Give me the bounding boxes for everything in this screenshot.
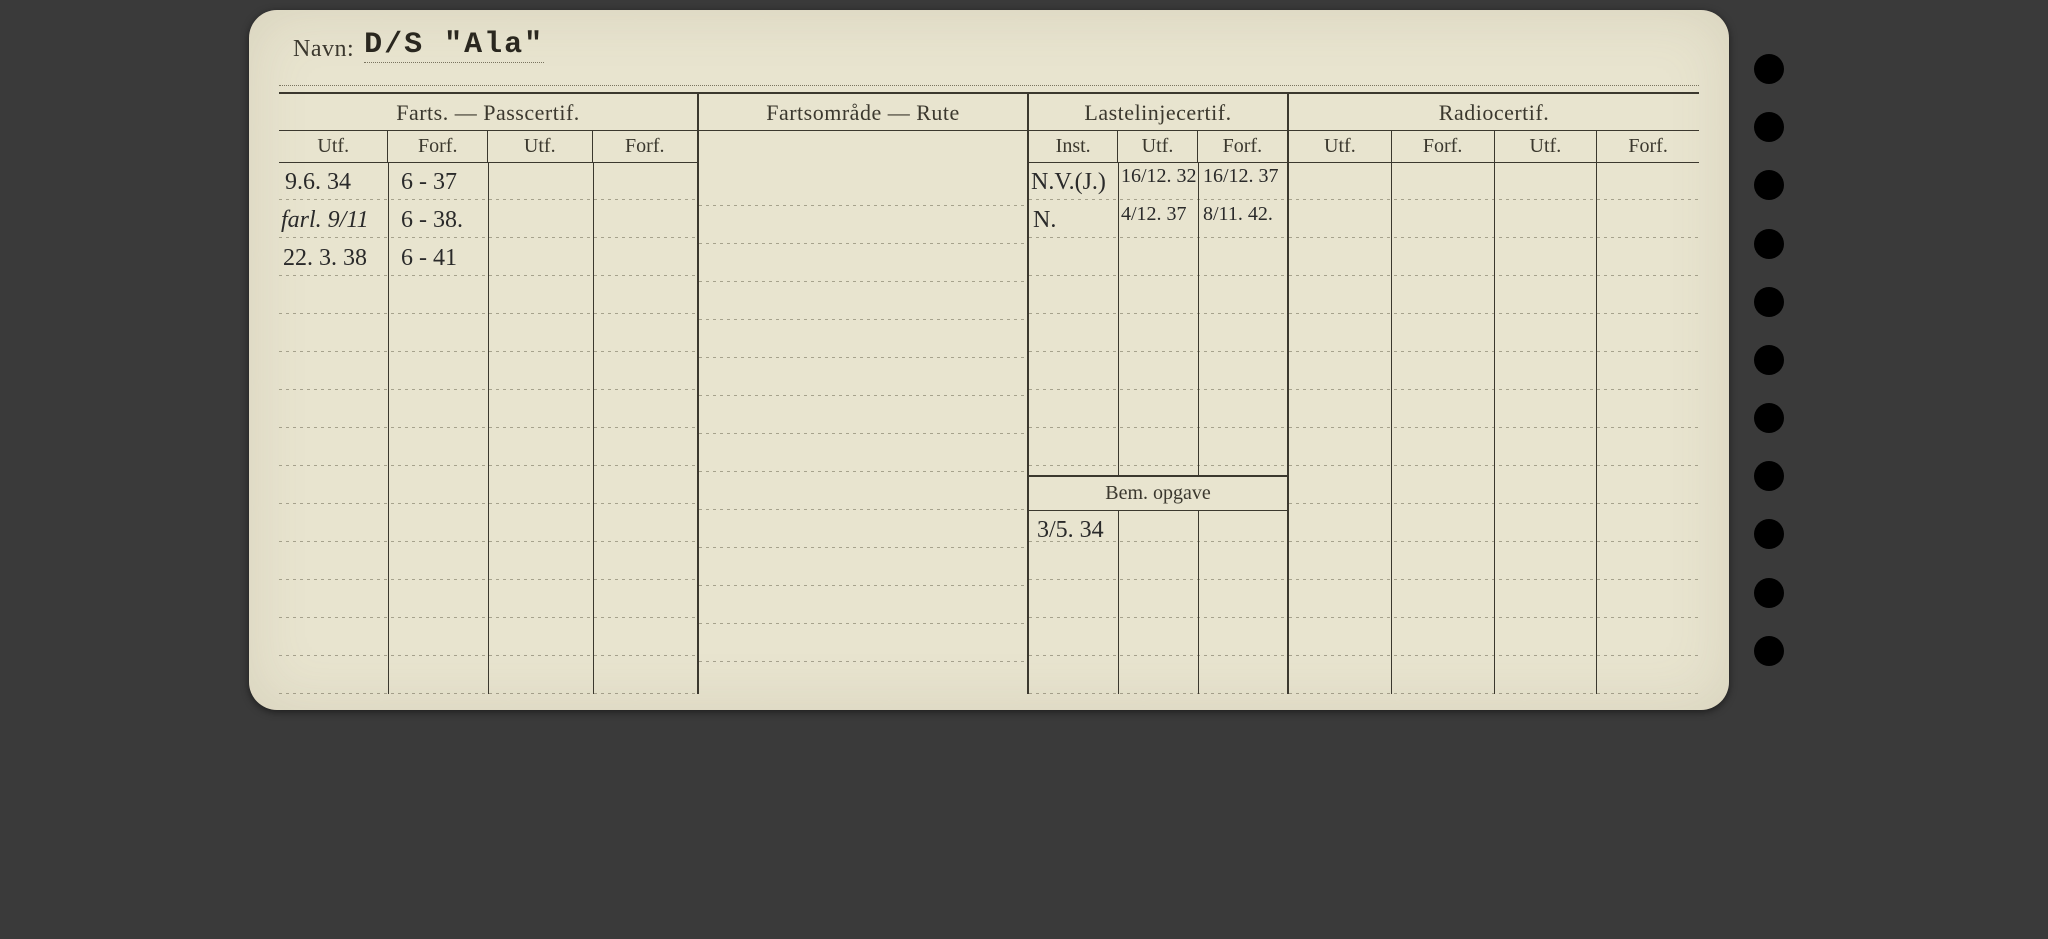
binder-holes	[1739, 10, 1799, 710]
laste-title: Lastelinjecertif.	[1029, 94, 1287, 131]
col-inst: Inst.	[1029, 131, 1118, 162]
col-forf: Forf.	[1392, 131, 1495, 162]
cell: 9.6. 34	[285, 169, 351, 196]
col-forf: Forf.	[388, 131, 488, 162]
section-rute: Fartsområde — Rute	[699, 94, 1029, 694]
hole-icon	[1754, 519, 1784, 549]
hole-icon	[1754, 170, 1784, 200]
col-utf: Utf.	[1118, 131, 1197, 162]
col-utf2: Utf.	[488, 131, 593, 162]
hole-icon	[1754, 403, 1784, 433]
laste-body: N.V.(J.) 16/12. 32 16/12. 37 N. 4/12. 37…	[1029, 163, 1287, 694]
section-radio: Radiocertif. Utf. Forf. Utf. Forf.	[1289, 94, 1699, 694]
radio-subhead: Utf. Forf. Utf. Forf.	[1289, 131, 1699, 163]
farts-title: Farts. — Passcertif.	[279, 94, 697, 131]
hole-icon	[1754, 461, 1784, 491]
cell: 6 - 37	[401, 169, 457, 196]
cell: 4/12. 37	[1121, 203, 1187, 226]
cell: N.	[1033, 207, 1056, 234]
hole-icon	[1754, 112, 1784, 142]
hole-icon	[1754, 345, 1784, 375]
col-forf2: Forf.	[593, 131, 698, 162]
hole-icon	[1754, 636, 1784, 666]
cell: 22. 3. 38	[283, 245, 367, 272]
hole-icon	[1754, 229, 1784, 259]
index-card: Navn: D/S "Ala" Farts. — Passcertif. Utf…	[249, 10, 1729, 710]
rute-title: Fartsområde — Rute	[699, 94, 1027, 131]
col-utf2: Utf.	[1495, 131, 1598, 162]
radio-title: Radiocertif.	[1289, 94, 1699, 131]
hole-icon	[1754, 578, 1784, 608]
section-farts: Farts. — Passcertif. Utf. Forf. Utf. For…	[279, 94, 699, 694]
col-utf: Utf.	[1289, 131, 1392, 162]
cell: 8/11. 42.	[1203, 203, 1273, 226]
farts-body: 9.6. 34 6 - 37 farl. 9/11 6 - 38. 22. 3.…	[279, 163, 697, 694]
hole-icon	[1754, 54, 1784, 84]
bem-opgave: Bem. opgave 3/5. 34	[1029, 475, 1287, 538]
radio-body	[1289, 163, 1699, 694]
cell: 16/12. 37	[1203, 165, 1279, 188]
navn-label: Navn:	[293, 36, 354, 63]
section-laste: Lastelinjecertif. Inst. Utf. Forf. N.V.(…	[1029, 94, 1289, 694]
laste-subhead: Inst. Utf. Forf.	[1029, 131, 1287, 163]
cell: 6 - 41	[401, 245, 457, 272]
navn-value: D/S "Ala"	[364, 28, 544, 63]
col-forf2: Forf.	[1597, 131, 1699, 162]
hole-icon	[1754, 287, 1784, 317]
cell: 6 - 38.	[401, 207, 463, 234]
farts-subhead: Utf. Forf. Utf. Forf.	[279, 131, 697, 163]
cell: 16/12. 32	[1121, 165, 1197, 188]
bem-title: Bem. opgave	[1029, 475, 1287, 511]
rute-body	[699, 131, 1027, 694]
grid: Farts. — Passcertif. Utf. Forf. Utf. For…	[279, 94, 1699, 694]
col-forf: Forf.	[1198, 131, 1287, 162]
navn-row: Navn: D/S "Ala"	[279, 32, 1699, 86]
col-utf: Utf.	[279, 131, 388, 162]
bem-value: 3/5. 34	[1037, 517, 1295, 544]
cell: N.V.(J.)	[1031, 169, 1106, 196]
cell: farl. 9/11	[281, 207, 369, 234]
